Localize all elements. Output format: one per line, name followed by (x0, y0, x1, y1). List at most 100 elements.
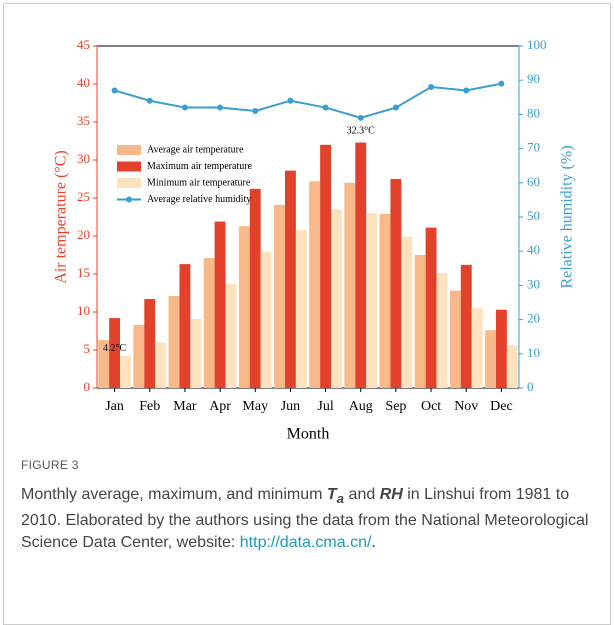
y-tick-label: 20 (77, 227, 90, 242)
y-tick-label: 35 (77, 113, 90, 128)
y-tick-label: 10 (77, 303, 90, 318)
y2-tick-label: 20 (527, 311, 540, 326)
bar (449, 290, 461, 388)
legend-label: Average relative humidity (147, 194, 251, 205)
legend-marker (126, 196, 132, 203)
legend-swatch (117, 161, 141, 172)
caption-text: . (371, 534, 376, 552)
figure-label: FIGURE 3 (21, 458, 79, 472)
y-tick-label: 45 (77, 37, 90, 52)
bar (284, 170, 296, 388)
marker (181, 104, 188, 111)
bar (366, 213, 378, 388)
x-tick-label: Aug (349, 399, 373, 414)
caption-text: and (344, 486, 380, 503)
bar (155, 342, 167, 388)
caption-symbol: RH (379, 486, 403, 503)
bar (249, 188, 261, 388)
marker (357, 114, 364, 121)
x-tick-label: Nov (454, 399, 478, 414)
marker (322, 104, 329, 111)
caption-text: in Linshui from 1981 to 2010. Elaborated… (21, 486, 589, 552)
bar (390, 179, 402, 388)
y2-tick-label: 70 (527, 140, 540, 155)
bar (506, 345, 518, 388)
bar (344, 182, 356, 388)
caption-subscript: a (336, 491, 345, 507)
bar (225, 283, 237, 388)
caption-link[interactable]: http://data.cma.cn/ (239, 534, 372, 552)
legend-label: Average air temperature (147, 144, 244, 155)
bar (379, 213, 391, 388)
y-axis-label: Air temperature (°C) (53, 150, 70, 283)
y2-tick-label: 50 (527, 208, 540, 223)
y-tick-label: 25 (77, 189, 90, 204)
bar (295, 229, 307, 388)
marker (287, 97, 294, 104)
y2-tick-label: 90 (527, 71, 540, 86)
marker (463, 87, 470, 94)
y-tick-label: 40 (77, 75, 90, 90)
marker (252, 107, 259, 114)
y2-tick-label: 10 (527, 345, 540, 360)
y2-tick-label: 40 (527, 242, 540, 257)
x-tick-label: Jan (105, 399, 124, 414)
caption-symbol: T (326, 486, 337, 503)
bar (214, 221, 226, 388)
y2-tick-label: 60 (527, 174, 540, 189)
bar (190, 318, 202, 388)
y2-tick-label: 0 (527, 379, 534, 394)
y2-tick-label: 30 (527, 276, 540, 291)
bar (109, 318, 121, 388)
marker (146, 97, 153, 104)
legend-swatch (117, 145, 141, 155)
bar (331, 209, 342, 388)
x-tick-label: Feb (139, 399, 160, 414)
x-tick-label: Dec (490, 399, 513, 414)
bar (320, 144, 332, 388)
y-tick-label: 30 (77, 151, 90, 166)
bar (414, 255, 426, 388)
marker (428, 84, 435, 91)
bar (355, 142, 367, 388)
x-tick-label: Apr (209, 399, 231, 414)
chart: 0 5 10 15 20 25 30 35 40 45 0 10 20 30 40 50 60 70 80 90 100… (53, 37, 576, 443)
bar (436, 273, 448, 388)
bar (168, 296, 180, 388)
bar (460, 264, 472, 388)
bar (203, 258, 215, 388)
bar (471, 308, 483, 388)
legend-swatch (117, 178, 141, 188)
bar (309, 181, 321, 388)
x-tick-label: Sep (385, 399, 406, 414)
bar (495, 309, 507, 388)
x-axis-label: Month (287, 426, 330, 443)
caption: Monthly average, maximum, and minimum Ta… (21, 484, 601, 554)
bar (238, 226, 250, 388)
bar (120, 356, 131, 388)
x-tick-label: Oct (421, 399, 441, 414)
annotation: 32.3°C (347, 125, 375, 136)
bar (401, 236, 413, 388)
bar (274, 204, 285, 388)
bar (98, 340, 110, 388)
marker (498, 80, 505, 87)
bar (179, 264, 191, 388)
bar (260, 251, 272, 388)
x-tick-label: May (242, 399, 268, 414)
page: 0 5 10 15 20 25 30 35 40 45 0 10 20 30 40 50 60 70 80 90 100… (3, 3, 611, 625)
y-tick-label: 5 (84, 341, 91, 356)
marker (217, 104, 224, 111)
bar (144, 299, 156, 388)
x-tick-label: Mar (173, 399, 197, 414)
y-tick-label: 15 (77, 265, 90, 280)
caption-text: Monthly average, maximum, and minimum (21, 486, 327, 503)
x-tick-label: Jun (281, 399, 300, 414)
legend-label: Maximum air temperature (147, 161, 253, 172)
marker (111, 87, 118, 94)
bar (485, 330, 496, 388)
y-tick-label: 0 (84, 379, 91, 394)
y2-tick-label: 80 (527, 105, 540, 120)
y2-tick-label: 100 (527, 37, 547, 52)
marker (392, 104, 399, 111)
